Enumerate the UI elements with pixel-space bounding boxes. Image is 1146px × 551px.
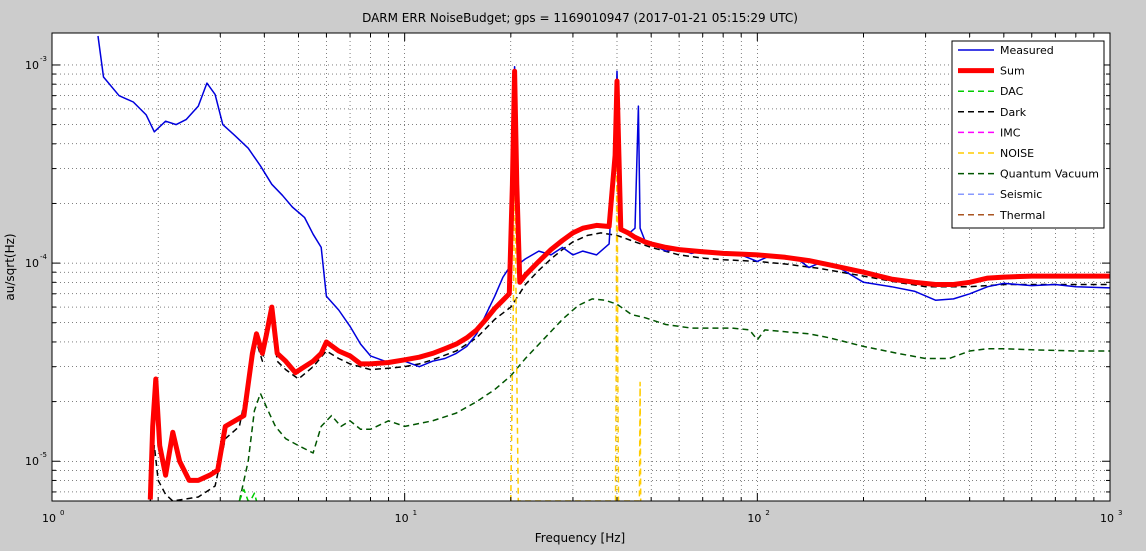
x-tick-label: 10 bbox=[1100, 512, 1114, 525]
y-axis-label: au/sqrt(Hz) bbox=[3, 233, 17, 300]
series-line-sum bbox=[147, 68, 1110, 500]
y-tick-label: 10 bbox=[25, 257, 39, 270]
y-tick-exponent: -3 bbox=[40, 55, 47, 63]
y-tick-label: 10 bbox=[25, 59, 39, 72]
series-line-measured bbox=[97, 35, 1110, 368]
series-line-quantum-vacuum bbox=[238, 298, 1110, 501]
x-tick-label: 10 bbox=[747, 512, 761, 525]
plot-frame bbox=[51, 32, 1111, 502]
legend-label: Thermal bbox=[999, 209, 1045, 222]
legend-label: Sum bbox=[1000, 65, 1025, 78]
grid bbox=[51, 33, 1111, 501]
x-tick-label: 10 bbox=[42, 512, 56, 525]
x-tick-exponent: 3 bbox=[1118, 509, 1122, 517]
legend: Measured Sum DAC Dark IMC NOISE Quantum Vacuum… bbox=[951, 40, 1105, 229]
legend-label: Seismic bbox=[1000, 188, 1042, 201]
legend-label: DAC bbox=[1000, 85, 1024, 98]
series-line-dac bbox=[238, 488, 258, 501]
legend-label: Measured bbox=[1000, 44, 1054, 57]
y-tick-exponent: -5 bbox=[40, 451, 47, 459]
series-layer bbox=[97, 35, 1110, 501]
y-tick-label: 10 bbox=[25, 455, 39, 468]
legend-label: NOISE bbox=[1000, 147, 1034, 160]
plot-area bbox=[51, 32, 1111, 502]
ticks bbox=[51, 33, 1111, 501]
x-tick-exponent: 2 bbox=[765, 509, 769, 517]
legend-label: IMC bbox=[1000, 126, 1021, 139]
plot-background bbox=[52, 33, 1110, 501]
x-axis-label: Frequency [Hz] bbox=[535, 531, 626, 545]
legend-label: Quantum Vacuum bbox=[1000, 168, 1099, 181]
chart-title: DARM ERR NoiseBudget; gps = 1169010947 (… bbox=[362, 11, 798, 25]
x-tick-exponent: 0 bbox=[60, 509, 64, 517]
legend-label: Dark bbox=[1000, 106, 1027, 119]
x-tick-exponent: 1 bbox=[413, 509, 417, 517]
y-tick-exponent: -4 bbox=[40, 253, 48, 261]
x-tick-label: 10 bbox=[395, 512, 409, 525]
